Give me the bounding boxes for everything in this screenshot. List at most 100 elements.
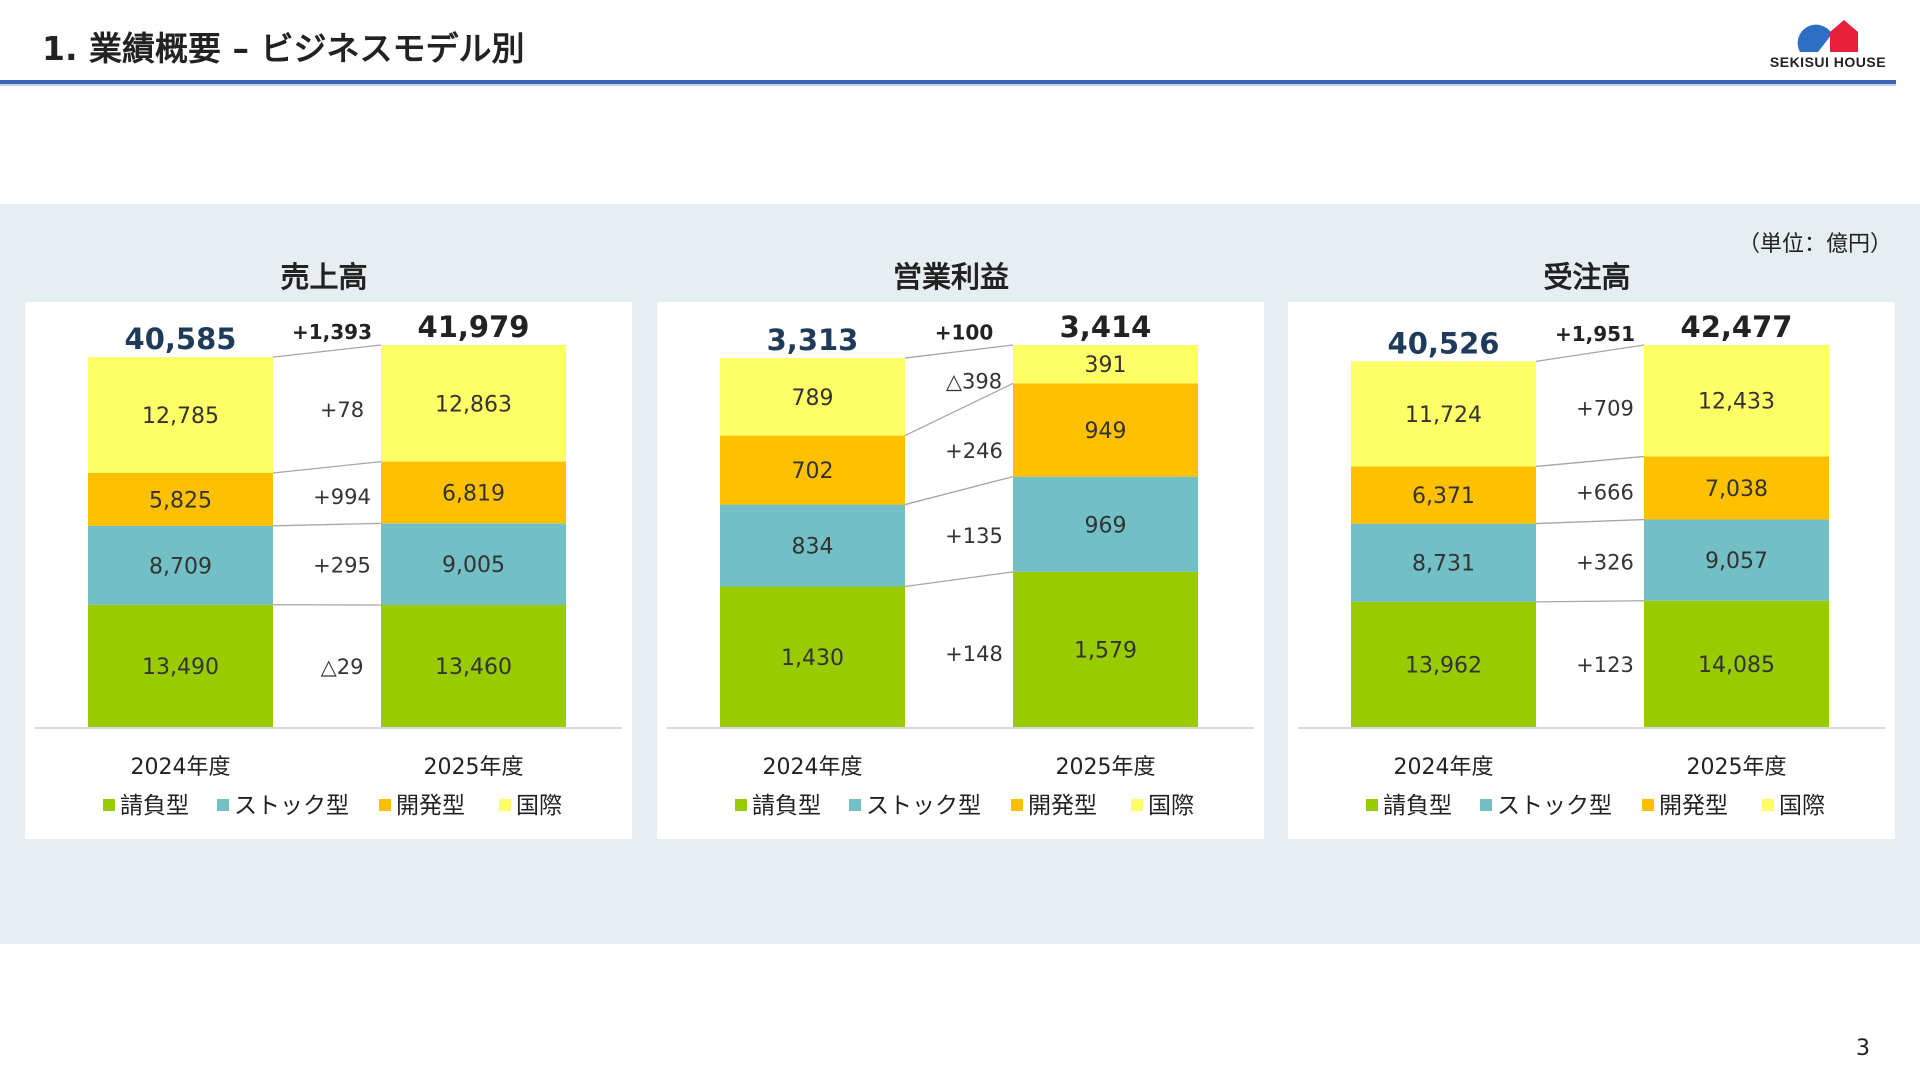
total-label: 3,313 [767,323,859,357]
legend-label-development: 開発型 [1659,793,1728,819]
data-label-contract: 1,430 [781,646,844,671]
bar-segment-stock [1013,476,1198,572]
connector-line [904,571,1014,588]
bar-segment-development [381,461,566,524]
title-rule [0,80,1896,84]
data-label-international: 391 [1085,353,1127,378]
unit-note: （単位：億円） [1737,232,1892,257]
bar-segment-international [1013,345,1198,384]
category-label: 2025年度 [1056,755,1156,780]
connector-line [272,460,382,474]
total-diff-label: +1,951 [1555,322,1635,346]
bar-segment-development [88,473,273,526]
category-label: 2024年度 [131,755,231,780]
bar-segment-stock [88,525,273,605]
legend-swatch-contract [735,799,747,811]
page-number: 3 [1856,1036,1870,1061]
legend-swatch-international [1762,799,1774,811]
legend-swatch-international [499,799,511,811]
bar-segment-international [88,357,273,474]
title-rule-shadow [0,84,1896,86]
data-label-contract: 13,962 [1405,653,1482,678]
chart-title-sales: 売上高 [280,260,368,294]
diff-label-contract: △29 [321,655,364,679]
bar-segment-development [1644,456,1829,520]
bar-segment-stock [381,523,566,606]
total-label: 40,526 [1388,326,1500,360]
diff-label-development: +666 [1576,481,1634,505]
total-diff-label: +100 [935,321,994,345]
legend-swatch-international [1131,799,1143,811]
page-title: 1. 業績概要 – ビジネスモデル別 [42,29,525,68]
data-label-stock: 969 [1085,513,1127,538]
connector-line [904,344,1014,359]
data-label-contract: 13,460 [435,655,512,680]
total-label: 42,477 [1681,310,1793,344]
data-label-development: 6,819 [442,481,505,506]
house-logo-icon [1797,20,1858,52]
data-label-international: 11,724 [1405,403,1482,428]
legend-label-international: 国際 [516,793,562,819]
diff-label-contract: +123 [1576,653,1634,677]
data-label-international: 12,433 [1698,390,1775,415]
data-label-contract: 14,085 [1698,653,1775,678]
diff-label-international: +709 [1576,396,1634,420]
legend-label-international: 国際 [1779,793,1825,819]
data-label-international: 789 [792,386,834,411]
data-label-international: 12,863 [435,392,512,417]
bar-segment-international [1644,345,1829,457]
data-label-stock: 9,057 [1705,549,1768,574]
data-label-development: 7,038 [1705,477,1768,502]
connector-line [1535,518,1645,525]
data-label-contract: 1,579 [1074,638,1137,663]
legend-label-international: 国際 [1148,793,1194,819]
bar-segment-stock [1644,519,1829,601]
legend-swatch-contract [1366,799,1378,811]
bar-segment-stock [1351,523,1536,602]
data-label-development: 949 [1085,419,1127,444]
data-label-stock: 9,005 [442,553,505,578]
diff-label-contract: +148 [945,642,1003,666]
connector-line [272,344,382,358]
connector-line [1535,600,1645,603]
chart-card-orders: 13,962 8,731 6,371 11,724 14,085 9,057 7,038 12… [1288,302,1895,839]
data-label-stock: 834 [792,535,834,560]
legend-label-development: 開発型 [1028,793,1097,819]
bar-segment-stock [720,504,905,587]
total-label: 3,414 [1060,310,1152,344]
total-label: 41,979 [418,310,530,344]
diff-label-stock: +295 [313,554,371,578]
legend-label-stock: ストック型 [1497,793,1612,819]
data-label-development: 702 [792,459,834,484]
bar-segment-international [720,358,905,436]
operating-income-stacked-bar-chart: 1,430 834 702 789 1,579 969 949 391 +148 +135 +246… [667,310,1254,819]
data-label-development: 6,371 [1412,484,1475,509]
legend-label-contract: 請負型 [1383,793,1452,819]
legend-label-stock: ストック型 [234,793,349,819]
legend-label-development: 開発型 [396,793,465,819]
diff-label-stock: +326 [1576,550,1634,574]
company-logo: SEKISUI HOUSE [1762,14,1894,74]
legend-label-stock: ストック型 [866,793,981,819]
logo-text: SEKISUI HOUSE [1769,54,1887,70]
chart-card-sales: 13,490 8,709 5,825 12,785 13,460 9,005 6,819 12… [25,302,632,839]
legend-label-contract: 請負型 [752,793,821,819]
sales-stacked-bar-chart: 13,490 8,709 5,825 12,785 13,460 9,005 6,819 12… [35,310,622,819]
legend-swatch-development [1642,799,1654,811]
total-label: 40,585 [125,322,237,356]
connector-line [904,382,1014,437]
category-label: 2025年度 [424,755,524,780]
legend-swatch-contract [103,799,115,811]
data-label-stock: 8,709 [149,554,212,579]
legend-swatch-stock [849,799,861,811]
bar-segment-international [381,345,566,462]
bar-segment-development [1351,466,1536,524]
diff-label-development: +994 [313,485,371,509]
bar-segment-contract [1351,601,1536,727]
bar-segment-contract [1644,600,1829,727]
category-label: 2025年度 [1687,755,1787,780]
diff-label-development: +246 [945,439,1003,463]
diff-label-international: △398 [946,370,1002,394]
legend-swatch-development [1011,799,1023,811]
diff-label-international: +78 [320,398,364,422]
